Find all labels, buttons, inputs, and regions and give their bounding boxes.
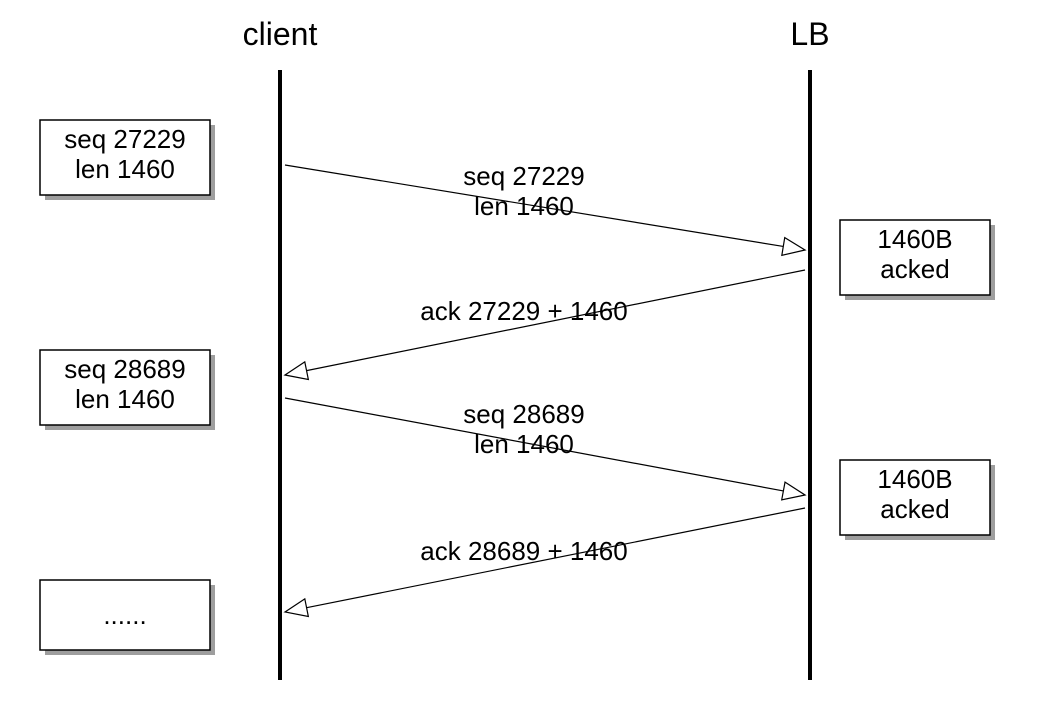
pkt1-line-0: seq 27229: [64, 124, 185, 154]
ack1-line-1: acked: [880, 254, 949, 284]
client-title: client: [243, 16, 318, 52]
a2-head: [285, 362, 308, 380]
a3-head: [782, 482, 805, 500]
a1-label-1: len 1460: [474, 191, 574, 221]
cont-line-0: ......: [103, 600, 146, 630]
a2-label-0: ack 27229 + 1460: [420, 296, 627, 326]
pkt2-line-0: seq 28689: [64, 354, 185, 384]
ack1-line-0: 1460B: [877, 224, 952, 254]
a4-label-0: ack 28689 + 1460: [420, 536, 627, 566]
a1-label-0: seq 27229: [463, 161, 584, 191]
pkt1-line-1: len 1460: [75, 154, 175, 184]
ack2-line-1: acked: [880, 494, 949, 524]
a1-head: [782, 238, 805, 256]
pkt2-line-1: len 1460: [75, 384, 175, 414]
a3-label-1: len 1460: [474, 429, 574, 459]
a4-head: [285, 599, 308, 617]
ack2-line-0: 1460B: [877, 464, 952, 494]
lb-title: LB: [790, 16, 829, 52]
a3-label-0: seq 28689: [463, 399, 584, 429]
